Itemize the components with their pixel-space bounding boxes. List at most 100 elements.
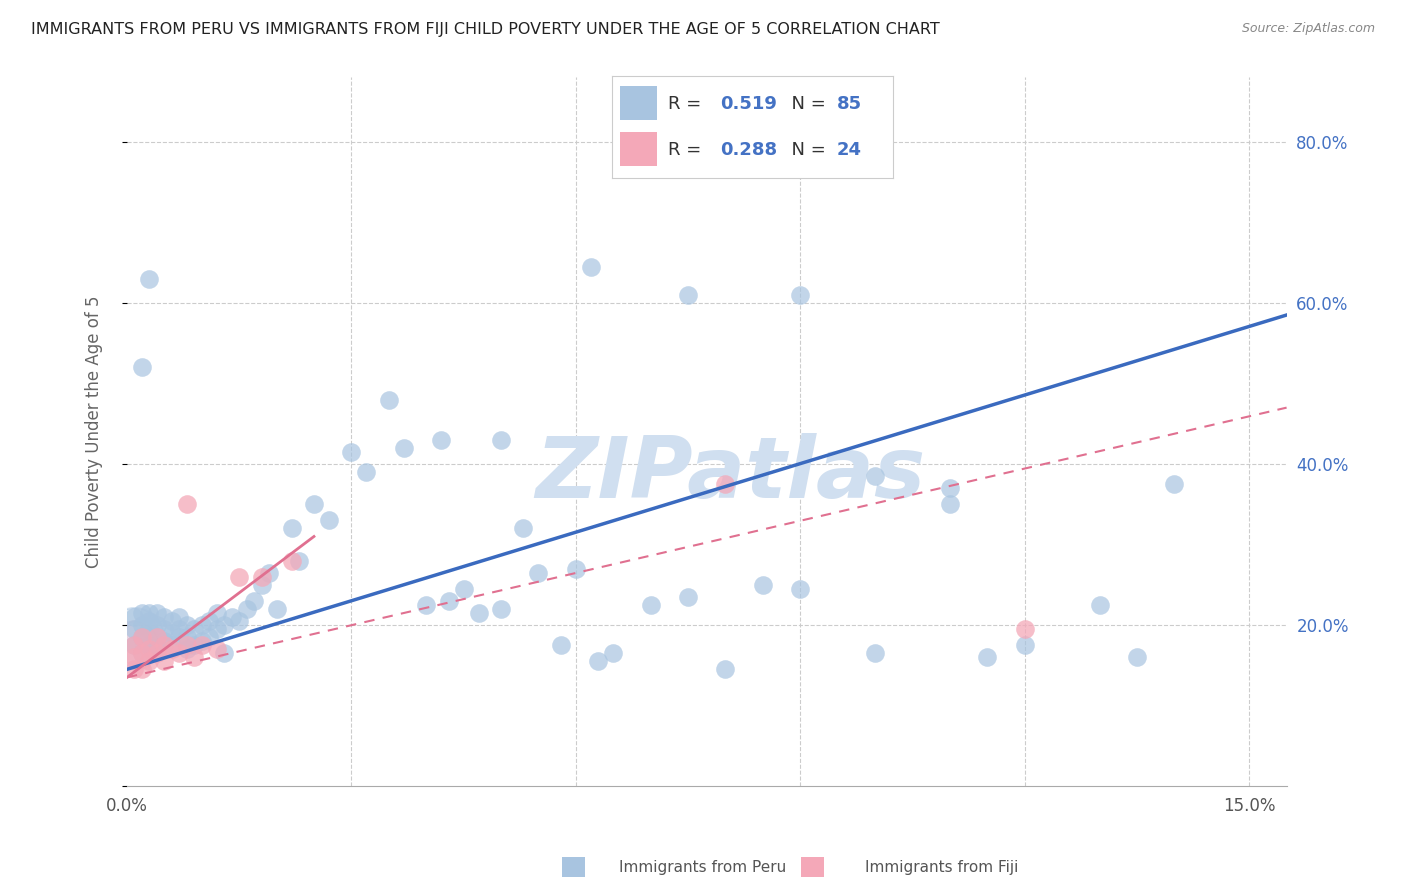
Point xyxy=(789,288,811,302)
Point xyxy=(124,622,146,636)
Point xyxy=(640,598,662,612)
Point xyxy=(160,638,183,652)
Text: Immigrants from Fiji: Immigrants from Fiji xyxy=(865,860,1019,874)
Text: Source: ZipAtlas.com: Source: ZipAtlas.com xyxy=(1241,22,1375,36)
Point xyxy=(160,642,183,657)
Text: IMMIGRANTS FROM PERU VS IMMIGRANTS FROM FIJI CHILD POVERTY UNDER THE AGE OF 5 CO: IMMIGRANTS FROM PERU VS IMMIGRANTS FROM … xyxy=(31,22,939,37)
Point xyxy=(243,594,266,608)
Point xyxy=(512,521,534,535)
Point xyxy=(169,622,191,636)
Point xyxy=(138,606,160,620)
Point xyxy=(131,360,153,375)
Text: N =: N = xyxy=(780,95,832,112)
Point xyxy=(266,602,288,616)
Point xyxy=(939,497,962,511)
Point xyxy=(124,650,146,665)
Point xyxy=(176,638,198,652)
Text: ZIPatlas: ZIPatlas xyxy=(534,433,925,516)
Point xyxy=(676,288,699,302)
Point xyxy=(176,642,198,657)
Point xyxy=(124,638,146,652)
Point xyxy=(1126,650,1149,665)
Point xyxy=(131,606,153,620)
Text: R =: R = xyxy=(668,95,707,112)
Point xyxy=(183,638,205,652)
Text: 85: 85 xyxy=(837,95,862,112)
Point xyxy=(153,634,176,648)
Point xyxy=(153,638,176,652)
Point xyxy=(124,638,146,652)
Point xyxy=(356,465,378,479)
Point xyxy=(169,610,191,624)
Point xyxy=(205,606,228,620)
Point xyxy=(198,614,221,628)
Point xyxy=(131,618,153,632)
Text: 24: 24 xyxy=(837,141,862,159)
Point xyxy=(863,469,886,483)
Point xyxy=(138,654,160,668)
Point xyxy=(489,602,512,616)
Point xyxy=(280,554,302,568)
Point xyxy=(183,622,205,636)
Point xyxy=(228,570,250,584)
Point xyxy=(257,566,280,580)
Text: N =: N = xyxy=(780,141,832,159)
Point xyxy=(1014,622,1036,636)
Point xyxy=(124,610,146,624)
Point xyxy=(138,630,160,644)
Point xyxy=(138,272,160,286)
Point xyxy=(714,477,737,491)
Text: R =: R = xyxy=(668,141,707,159)
Point xyxy=(176,630,198,644)
Point xyxy=(378,392,401,407)
Point xyxy=(302,497,325,511)
Point xyxy=(221,610,243,624)
Point xyxy=(976,650,998,665)
Point xyxy=(124,638,146,652)
Bar xyxy=(620,87,657,120)
Point xyxy=(280,521,302,535)
Point xyxy=(183,650,205,665)
Point xyxy=(131,630,153,644)
Point xyxy=(714,662,737,676)
Point xyxy=(138,638,160,652)
Point xyxy=(235,602,257,616)
Point xyxy=(415,598,437,612)
Point xyxy=(131,646,153,660)
Point xyxy=(489,433,512,447)
Point xyxy=(146,606,169,620)
Point xyxy=(430,433,453,447)
Point xyxy=(579,260,602,274)
Point xyxy=(288,554,311,568)
Point xyxy=(588,654,610,668)
Point xyxy=(146,646,169,660)
Point xyxy=(176,618,198,632)
Point xyxy=(146,642,169,657)
Bar xyxy=(620,132,657,166)
Point xyxy=(1088,598,1111,612)
Text: 0.519: 0.519 xyxy=(720,95,776,112)
Point xyxy=(205,622,228,636)
Point xyxy=(138,642,160,657)
Point xyxy=(176,497,198,511)
Point xyxy=(550,638,572,652)
Y-axis label: Child Poverty Under the Age of 5: Child Poverty Under the Age of 5 xyxy=(86,295,103,568)
Point xyxy=(1014,638,1036,652)
Point xyxy=(676,590,699,604)
Point xyxy=(527,566,550,580)
Point xyxy=(437,594,460,608)
Point xyxy=(789,582,811,596)
Point xyxy=(153,610,176,624)
Point xyxy=(453,582,475,596)
Point xyxy=(340,445,363,459)
Point xyxy=(146,618,169,632)
Point xyxy=(190,638,212,652)
Text: Immigrants from Peru: Immigrants from Peru xyxy=(620,860,786,874)
Point xyxy=(131,646,153,660)
Point xyxy=(205,642,228,657)
Point xyxy=(153,654,176,668)
Point xyxy=(153,622,176,636)
Point xyxy=(138,614,160,628)
Point xyxy=(124,662,146,676)
Point xyxy=(160,614,183,628)
